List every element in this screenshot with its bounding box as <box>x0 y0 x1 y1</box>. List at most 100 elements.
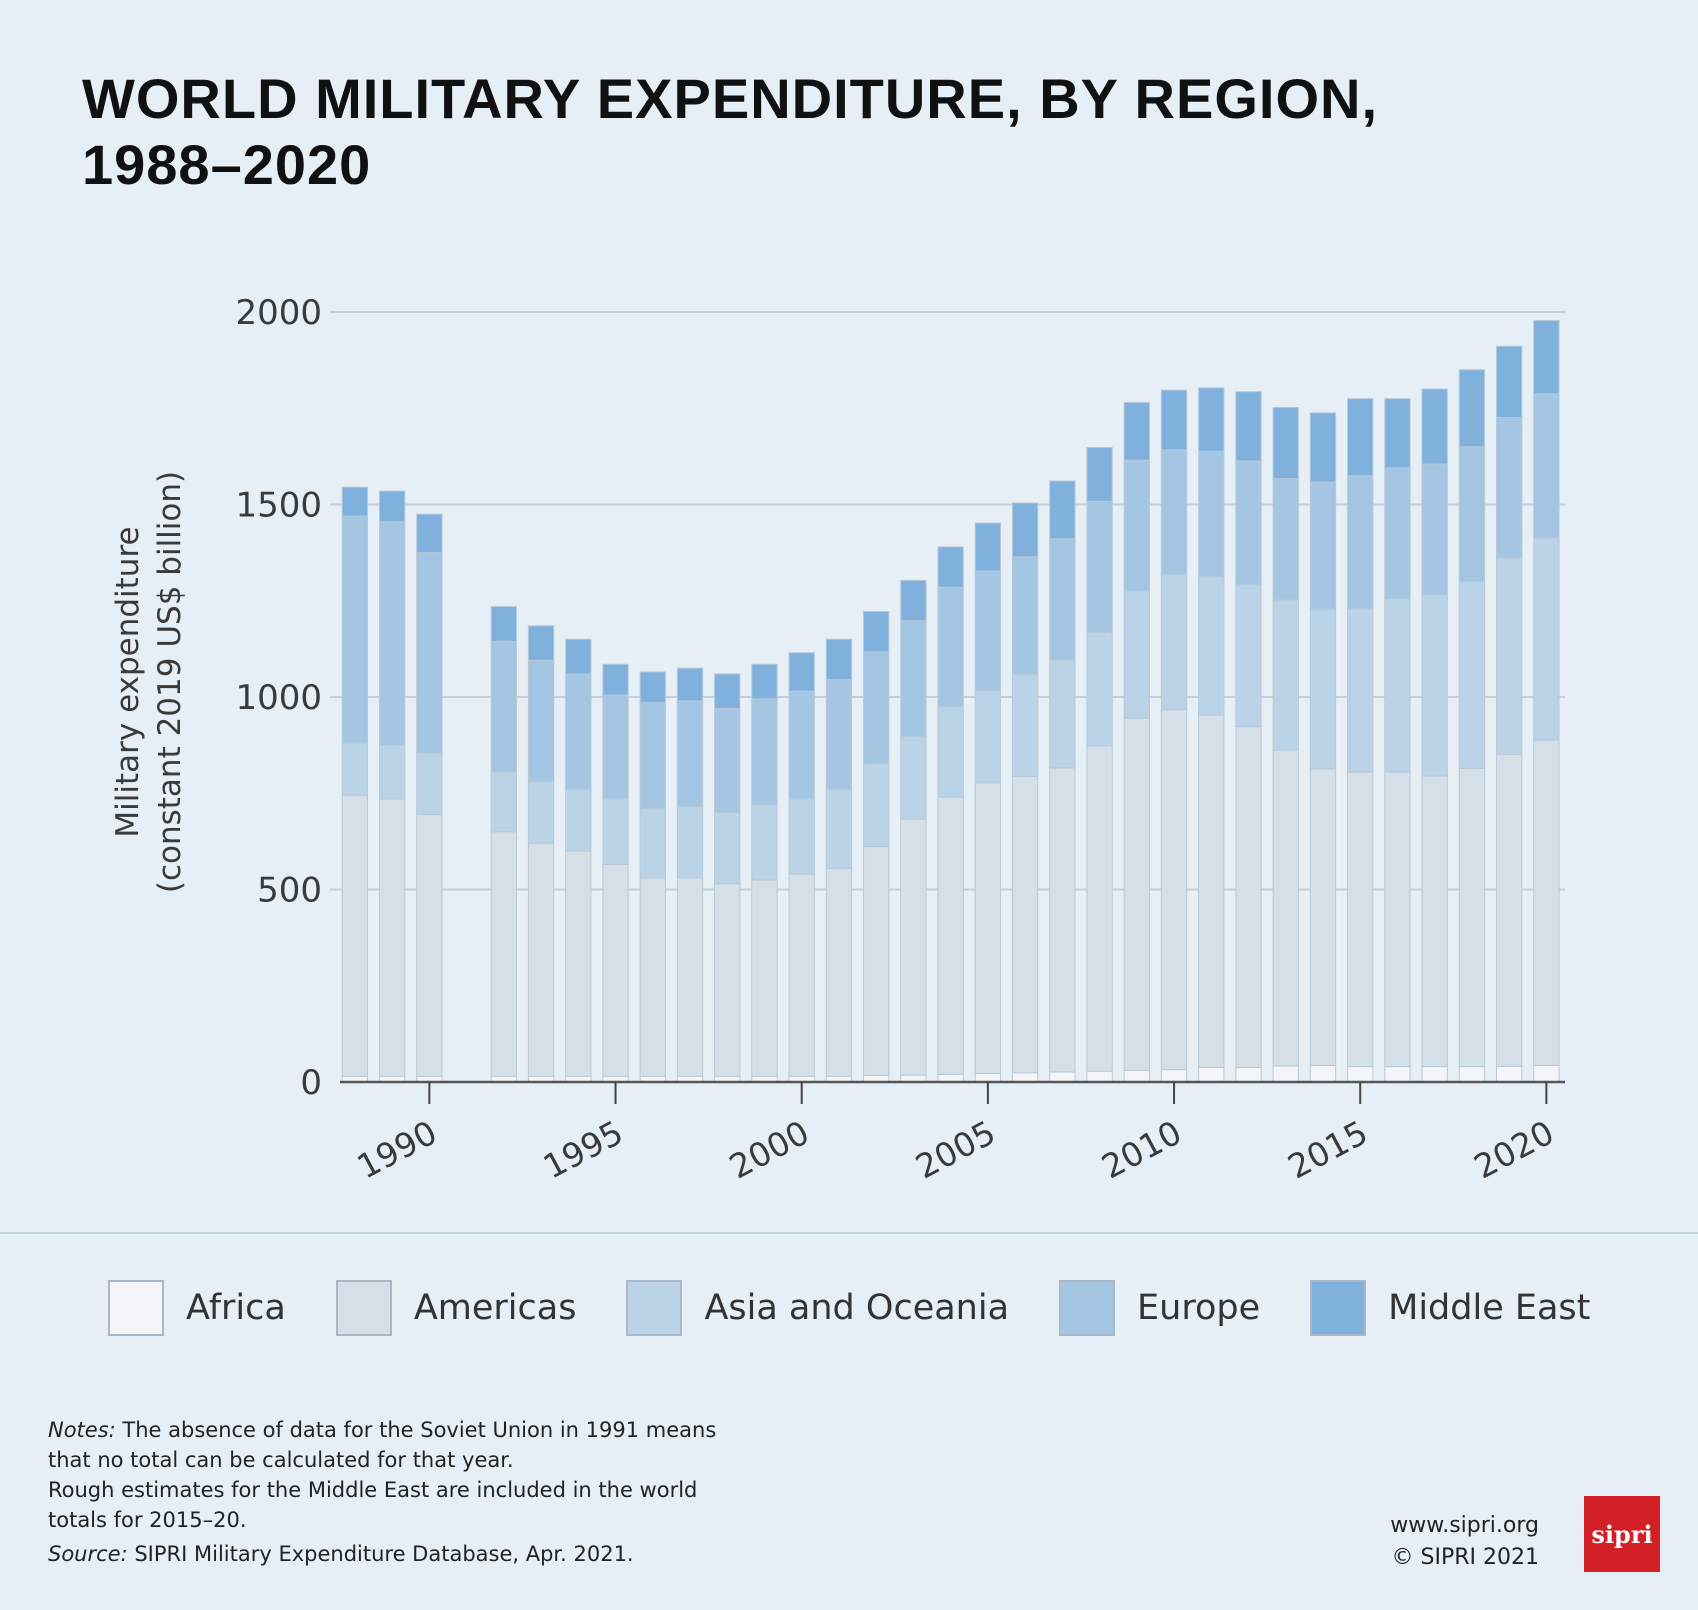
bar-segment <box>937 586 964 708</box>
bar-segment <box>490 771 517 833</box>
bar-segment <box>1011 502 1039 558</box>
bar-segment <box>378 490 406 523</box>
website-link[interactable]: www.sipri.org <box>1390 1513 1539 1538</box>
bar-segment <box>1458 1066 1486 1083</box>
bar-segment <box>1347 771 1374 1068</box>
bar-segment <box>341 515 369 744</box>
x-tick-label: 2020 <box>1468 1113 1560 1187</box>
bar-segment <box>1235 726 1262 1068</box>
bar-segment <box>1235 391 1262 462</box>
bar-segment <box>825 788 853 869</box>
source-line: Source: SIPRI Military Expenditure Datab… <box>48 1539 716 1569</box>
bar-segment <box>825 679 853 790</box>
sipri-logo: sipri <box>1584 1496 1660 1572</box>
bar-segment <box>1533 739 1560 1066</box>
bar-segment <box>527 625 555 661</box>
bar-segment <box>1049 767 1076 1073</box>
legend-label-asia-oceania: Asia and Oceania <box>704 1288 1010 1328</box>
bar-segment <box>490 640 517 773</box>
bar-segment <box>974 1073 1002 1083</box>
bar-segment <box>1198 1066 1225 1083</box>
bar-segment <box>900 579 927 622</box>
bar-segment <box>378 521 406 746</box>
bar-segment <box>1347 607 1374 773</box>
bar-segment <box>527 842 555 1077</box>
bar-segment <box>1347 398 1374 477</box>
bar-segment <box>1123 401 1150 461</box>
legend-item-asia-oceania: Asia and Oceania <box>626 1280 1009 1336</box>
bar-segment <box>341 794 369 1077</box>
bar-segment <box>937 546 964 588</box>
bar-segment <box>602 694 629 800</box>
bar-segment <box>937 706 964 798</box>
y-tick-label: 2000 <box>235 293 322 333</box>
bar-segment <box>1458 446 1486 582</box>
bar-segment <box>1384 398 1411 469</box>
bar-segment <box>1123 590 1150 719</box>
x-tick-label: 2015 <box>1282 1113 1374 1187</box>
x-tick-label: 1995 <box>537 1113 629 1187</box>
bar-segment <box>1272 599 1299 751</box>
bar-segment <box>676 806 704 879</box>
bar-segment <box>1086 447 1113 502</box>
bars <box>341 319 1560 1083</box>
bar-segment <box>714 708 741 813</box>
notes-line-1: Notes: The absence of data for the Sovie… <box>48 1415 716 1445</box>
bar-segment <box>937 796 964 1075</box>
bar-segment <box>974 689 1002 784</box>
legend-swatch-middle-east <box>1310 1280 1367 1336</box>
bar-segment <box>639 877 666 1077</box>
bar-segment <box>1384 1066 1411 1083</box>
legend-label-europe: Europe <box>1137 1288 1261 1328</box>
bar-segment <box>676 667 704 702</box>
bar-segment <box>1421 594 1448 777</box>
bar-segment <box>602 863 629 1077</box>
credits: www.sipri.org © SIPRI 2021 <box>1390 1510 1539 1574</box>
bar-segment <box>974 782 1002 1075</box>
bar-segment <box>565 673 592 790</box>
bar-segment <box>1198 450 1225 577</box>
bar-segment <box>788 798 815 875</box>
source-text: SIPRI Military Expenditure Database, Apr… <box>127 1542 634 1566</box>
legend-label-africa: Africa <box>186 1288 286 1328</box>
bar-segment <box>1049 659 1076 769</box>
bar-segment <box>974 570 1002 691</box>
bar-segment <box>527 659 555 783</box>
bar-segment <box>751 698 778 806</box>
source-label: Source: <box>48 1542 128 1566</box>
bar-segment <box>1272 1065 1299 1083</box>
legend-item-americas: Americas <box>335 1280 576 1336</box>
bar-segment <box>676 877 704 1077</box>
bar-segment <box>378 744 406 800</box>
bar-segment <box>1198 575 1225 716</box>
legend-item-africa: Africa <box>108 1280 286 1336</box>
bar-segment <box>1272 406 1299 480</box>
bar-segment <box>1421 1066 1448 1083</box>
bar-segment <box>602 798 629 865</box>
stacked-bar-chart: 0 500 1000 1500 2000 1990 1995 2000 2005 2010 2015… <box>110 293 1565 1187</box>
bar-segment <box>1198 387 1225 452</box>
bar-segment <box>1384 598 1411 773</box>
bar-segment <box>1235 583 1262 728</box>
bar-segment <box>1160 389 1188 451</box>
bar-segment <box>900 818 927 1076</box>
bar-segment <box>416 752 443 815</box>
x-tick-label: 1990 <box>351 1113 443 1187</box>
bar-segment <box>490 606 517 642</box>
legend-label-middle-east: Middle East <box>1388 1288 1591 1328</box>
bar-segment <box>863 763 890 847</box>
bar-segment <box>1533 319 1560 395</box>
x-tick-label: 2005 <box>909 1113 1001 1187</box>
chart-title: WORLD MILITARY EXPENDITURE, BY REGION, 1… <box>82 66 1378 198</box>
bar-segment <box>1495 753 1523 1067</box>
bar-segment <box>1011 556 1039 675</box>
bar-segment <box>900 620 927 737</box>
legend-item-middle-east: Middle East <box>1310 1280 1590 1336</box>
bar-segment <box>1272 749 1299 1067</box>
bar-segment <box>1011 673 1039 777</box>
bar-segment <box>1123 459 1150 592</box>
bar-segment <box>863 845 890 1076</box>
bar-segment <box>1123 717 1150 1071</box>
bar-segment <box>639 702 666 810</box>
bar-segment <box>416 513 443 554</box>
